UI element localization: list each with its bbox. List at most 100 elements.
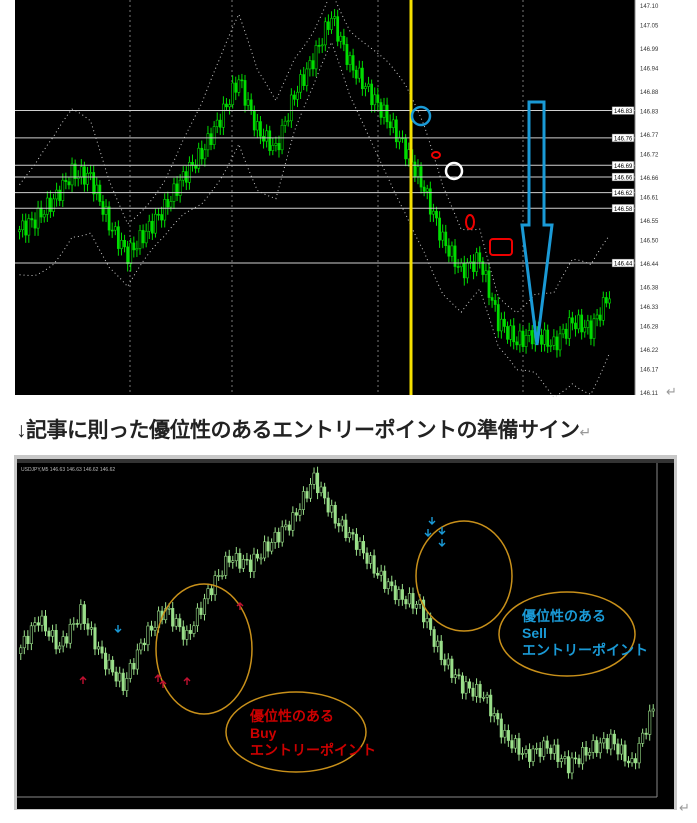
candle-body	[545, 740, 549, 749]
price-tag-label: 146.66	[614, 176, 633, 182]
candle-body	[482, 697, 486, 699]
red-circle-annotation	[465, 214, 475, 230]
candle-body	[150, 220, 154, 234]
candle-body	[252, 553, 256, 572]
candle-body	[289, 94, 293, 122]
price-tick-label: 146.22	[640, 348, 659, 354]
sell-arrow-icon	[114, 625, 122, 633]
candle-body	[595, 740, 599, 754]
bottom-price-chart: USDJPY,M5 146.63 146.63 146.62 146.62	[17, 459, 674, 809]
candle-body	[616, 743, 620, 755]
candle-body	[453, 245, 457, 267]
candle-body	[478, 684, 482, 698]
candle-body	[327, 21, 330, 30]
candle-body	[535, 748, 539, 750]
candle-body	[357, 67, 361, 79]
price-tick-label: 146.11	[640, 391, 659, 397]
buy-label-line2: Buy	[250, 725, 277, 741]
candle-body	[456, 266, 460, 268]
candle-body	[178, 618, 182, 628]
candle-body	[215, 119, 219, 127]
candle-body	[61, 179, 65, 201]
candle-body	[248, 559, 252, 572]
candle-body	[40, 615, 44, 626]
candle-body	[118, 672, 122, 682]
candle-body	[391, 119, 395, 129]
price-tick-label: 146.94	[640, 67, 659, 73]
candle-body	[36, 207, 40, 229]
buy-label-line1: 優位性のある	[250, 708, 334, 724]
candle-body	[266, 541, 270, 552]
candle-body	[563, 756, 567, 759]
candle-body	[344, 519, 348, 538]
candle-body	[149, 625, 154, 631]
candle-body	[441, 231, 445, 241]
candle-body	[459, 262, 463, 268]
candle-body	[527, 330, 531, 336]
chart-top-border	[17, 459, 674, 463]
candle-body	[386, 581, 390, 589]
candle-body	[55, 189, 58, 200]
candle-body	[499, 318, 503, 332]
candle-body	[564, 328, 568, 339]
candle-body	[354, 69, 358, 79]
candle-body	[364, 86, 367, 90]
candle-body	[19, 647, 23, 654]
candle-body	[197, 147, 201, 169]
candle-body	[135, 649, 139, 670]
sell-label-line3: エントリーポイント	[522, 642, 648, 658]
candle-body	[238, 553, 242, 569]
candle-body	[513, 738, 517, 749]
candle-body	[270, 542, 274, 552]
candle-body	[574, 322, 577, 330]
candle-body	[394, 119, 398, 143]
candle-body	[195, 607, 199, 627]
candle-body	[153, 627, 157, 631]
candle-body	[414, 603, 419, 609]
candle-body	[390, 581, 394, 587]
candle-body	[142, 642, 146, 646]
candle-body	[128, 663, 132, 679]
candle-body	[203, 149, 207, 160]
candle-body	[425, 618, 429, 623]
candle-body	[175, 183, 179, 196]
candle-body	[160, 214, 163, 221]
candle-body	[147, 220, 151, 232]
candle-body	[489, 694, 493, 717]
candle-body	[79, 604, 83, 625]
candle-body	[326, 497, 330, 513]
candle-body	[82, 604, 86, 624]
candle-body	[58, 189, 62, 201]
candle-body	[383, 570, 387, 589]
candle-body	[601, 297, 605, 321]
candle-body	[29, 625, 33, 645]
candle-body	[47, 630, 51, 637]
candle-body	[570, 757, 574, 774]
candle-body	[609, 733, 613, 750]
candle-body	[492, 713, 496, 717]
candle-body	[354, 533, 358, 550]
candle-body	[439, 640, 443, 660]
candle-body	[393, 585, 397, 601]
candle-body	[18, 229, 21, 233]
price-tick-label: 146.72	[640, 153, 659, 159]
candle-body	[348, 55, 352, 65]
candle-body	[509, 325, 513, 340]
buy-arrow-icon	[183, 677, 191, 685]
candle-body	[224, 555, 228, 576]
candle-body	[231, 560, 235, 563]
candle-body	[337, 523, 341, 527]
candle-body	[58, 645, 62, 650]
buy-arrow-icon	[154, 674, 162, 682]
candle-body	[478, 252, 482, 262]
sell-arrow-icon	[424, 529, 432, 537]
candle-body	[436, 640, 440, 647]
candle-body	[520, 753, 525, 755]
candle-body	[369, 555, 373, 564]
candle-body	[234, 553, 238, 562]
candle-body	[146, 625, 150, 646]
candle-body	[589, 320, 593, 339]
buy-arrow-icon	[236, 602, 244, 610]
candle-body	[619, 744, 623, 755]
candle-body	[316, 472, 320, 494]
